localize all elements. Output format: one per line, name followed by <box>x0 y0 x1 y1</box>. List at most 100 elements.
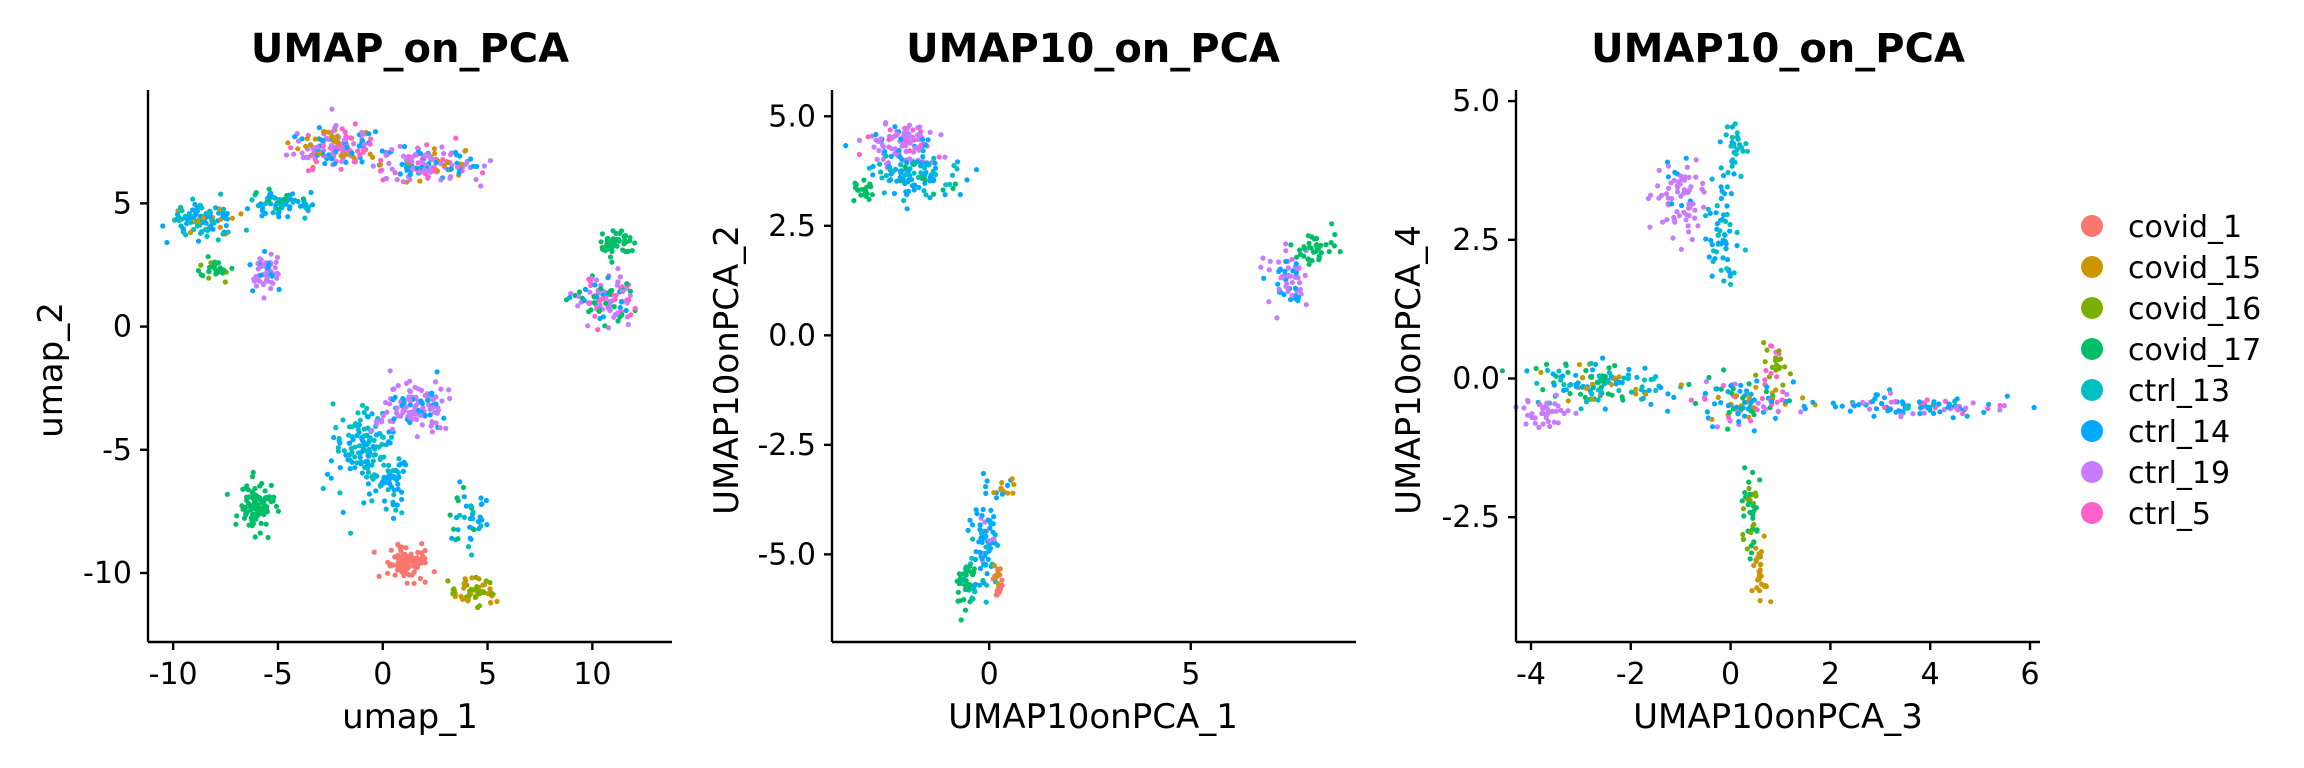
point-ctrl_19 <box>615 265 621 272</box>
point-ctrl_19 <box>1274 315 1280 321</box>
point-ctrl_13 <box>1711 248 1717 254</box>
point-ctrl_14 <box>222 213 228 219</box>
point-ctrl_19 <box>409 409 415 415</box>
point-covid_17 <box>1311 236 1317 242</box>
point-covid_17 <box>1329 221 1335 227</box>
point-ctrl_5 <box>1748 418 1754 424</box>
point-ctrl_14 <box>1873 406 1879 412</box>
point-ctrl_13 <box>243 227 249 233</box>
point-ctrl_14 <box>896 148 902 154</box>
point-ctrl_5 <box>1924 397 1930 403</box>
point-ctrl_14 <box>310 202 316 208</box>
point-ctrl_14 <box>987 525 993 531</box>
point-covid_15 <box>999 480 1005 486</box>
point-covid_17 <box>1745 502 1751 508</box>
point-ctrl_14 <box>605 275 611 281</box>
point-ctrl_13 <box>971 588 978 595</box>
point-covid_17 <box>1747 556 1753 562</box>
point-ctrl_14 <box>1728 191 1734 197</box>
point-ctrl_19 <box>927 129 933 135</box>
point-ctrl_19 <box>2001 403 2007 409</box>
point-ctrl_14 <box>366 131 372 137</box>
point-ctrl_14 <box>904 206 910 212</box>
point-ctrl_13 <box>1621 375 1627 381</box>
point-ctrl_14 <box>1573 372 1579 378</box>
point-covid_15 <box>458 161 465 167</box>
point-ctrl_14 <box>364 458 370 464</box>
point-ctrl_14 <box>597 315 603 322</box>
point-covid_1 <box>999 582 1005 589</box>
point-ctrl_19 <box>882 121 889 127</box>
point-ctrl_19 <box>361 141 368 147</box>
point-covid_17 <box>266 198 272 204</box>
point-ctrl_14 <box>2004 393 2010 399</box>
y-tick-label: -10 <box>83 556 132 591</box>
point-ctrl_19 <box>1553 408 1559 414</box>
point-ctrl_19 <box>620 288 626 295</box>
point-ctrl_19 <box>1887 390 1894 396</box>
point-ctrl_5 <box>865 134 871 140</box>
point-ctrl_5 <box>1960 410 1966 417</box>
point-ctrl_14 <box>1737 388 1743 394</box>
point-ctrl_19 <box>874 156 880 162</box>
x-tick-label: 0 <box>1721 657 1740 692</box>
point-ctrl_19 <box>1668 180 1674 186</box>
point-covid_17 <box>259 480 265 487</box>
point-covid_17 <box>627 288 634 294</box>
point-covid_16 <box>208 260 214 266</box>
point-ctrl_14 <box>582 286 589 292</box>
point-ctrl_14 <box>1613 381 1619 387</box>
point-ctrl_13 <box>1930 402 1936 408</box>
point-covid_15 <box>1763 583 1769 589</box>
point-ctrl_14 <box>1945 404 1951 410</box>
point-covid_17 <box>221 267 227 273</box>
point-covid_17 <box>1328 240 1334 246</box>
point-ctrl_14 <box>433 160 439 166</box>
point-ctrl_14 <box>329 156 335 162</box>
point-ctrl_13 <box>1638 396 1645 402</box>
point-covid_17 <box>1306 240 1312 246</box>
panel-umap10-on-pca-1-2: UMAP10_on_PCA 0 5 -5.0 -2.5 0.0 2.5 5.0 UMAP10… <box>707 26 1356 737</box>
point-ctrl_13 <box>1709 176 1715 182</box>
point-covid_15 <box>304 136 310 142</box>
point-ctrl_13 <box>1732 159 1738 165</box>
point-ctrl_19 <box>423 152 429 158</box>
point-covid_17 <box>596 308 602 314</box>
point-ctrl_19 <box>310 146 316 152</box>
point-ctrl_14 <box>1718 400 1724 406</box>
point-ctrl_5 <box>348 135 354 141</box>
point-ctrl_14 <box>343 452 349 458</box>
point-ctrl_14 <box>1718 184 1724 190</box>
point-ctrl_14 <box>981 580 987 586</box>
point-ctrl_14 <box>897 154 903 160</box>
point-ctrl_14 <box>592 282 598 288</box>
point-ctrl_19 <box>1674 209 1680 215</box>
point-ctrl_14 <box>347 457 353 463</box>
point-ctrl_13 <box>881 190 887 196</box>
point-covid_15 <box>1751 562 1757 569</box>
point-covid_17 <box>962 586 969 593</box>
point-ctrl_14 <box>623 307 629 314</box>
point-ctrl_14 <box>379 148 385 154</box>
point-ctrl_14 <box>347 466 353 472</box>
point-ctrl_14 <box>365 441 371 447</box>
point-ctrl_13 <box>1964 413 1970 419</box>
point-ctrl_5 <box>918 142 924 148</box>
point-ctrl_14 <box>1704 409 1710 415</box>
point-ctrl_14 <box>1524 368 1530 374</box>
point-ctrl_14 <box>183 215 189 221</box>
point-ctrl_19 <box>1701 204 1707 210</box>
point-ctrl_14 <box>927 174 933 180</box>
point-ctrl_19 <box>1260 255 1266 261</box>
point-covid_17 <box>920 175 926 181</box>
point-covid_17 <box>246 501 252 507</box>
point-ctrl_14 <box>1742 399 1748 406</box>
point-ctrl_19 <box>481 163 487 169</box>
point-ctrl_14 <box>194 205 200 211</box>
point-ctrl_13 <box>1743 141 1749 147</box>
point-ctrl_13 <box>1721 278 1727 284</box>
point-ctrl_19 <box>1660 219 1666 225</box>
point-ctrl_14 <box>358 461 364 467</box>
point-covid_17 <box>869 192 876 198</box>
point-covid_17 <box>1583 368 1589 374</box>
